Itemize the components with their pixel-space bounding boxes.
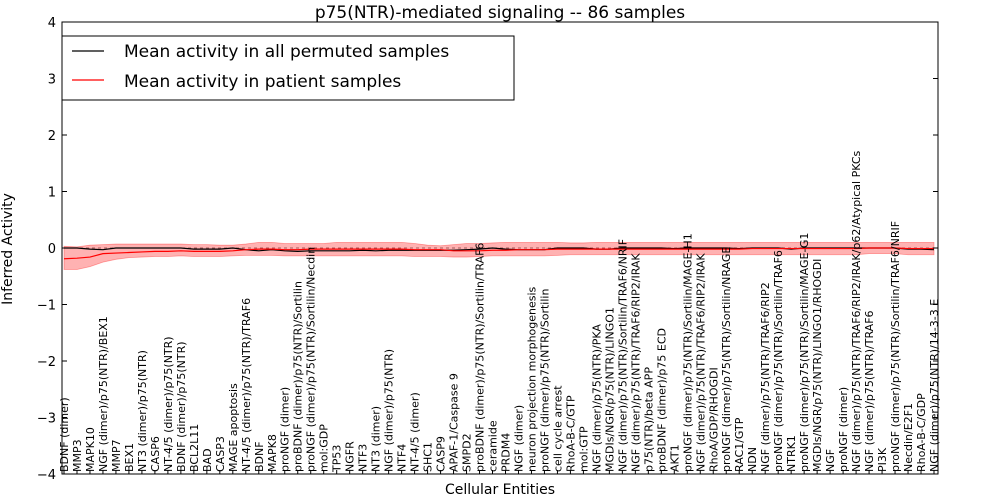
- y-tick-label: −3: [37, 412, 56, 427]
- x-tick-label: NGF (dimer)/p75(NTR)/TRAF6/RIP2/IRAK: [694, 253, 707, 472]
- x-tick-label: proNGF (dimer): [279, 387, 292, 472]
- x-tick-label: mol:GTP: [577, 426, 590, 472]
- x-tick-label: MMP7: [110, 439, 123, 472]
- x-tick-label: NGF (dimer)/p75(NTR)/BEX1: [97, 316, 110, 472]
- x-tick-label: NGF (dimer)/p75(NTR)/14-3-3 E: [928, 299, 941, 472]
- x-tick-label: proNGF (dimer)/p75(NTR)/Sortilin/MAGE-G1: [798, 233, 811, 472]
- x-tick-label: MGDIs/NGR/p75(NTR)/LINGO1/RHOGDI: [811, 259, 824, 472]
- legend-box: [61, 35, 515, 101]
- x-tick-label: MAPK8: [266, 434, 279, 472]
- x-tick-label: NGF (dimer)/p75(NTR): [383, 349, 396, 472]
- x-tick-label: proBDNF (dimer)/p75(NTR)/Sortilin/TRAF6: [474, 243, 487, 472]
- y-tick-label: −4: [37, 468, 56, 483]
- x-tick-label: MMP3: [71, 439, 84, 472]
- series-line-patient: [63, 247, 934, 260]
- x-tick-label: neuron projection morphogenesis: [525, 286, 538, 472]
- x-tick-label: cell cycle arrest: [551, 385, 564, 472]
- x-tick-label: proBDNF (dimer)/p75(NTR)/Sortilin: [292, 281, 305, 472]
- x-tick-label: MGDIs/NGR/p75(NTR)/LINGO1: [603, 307, 616, 472]
- x-tick-label: BCL2L11: [188, 424, 201, 472]
- x-tick-label: NGF (dimer)/p75(NTR)/PKA: [590, 324, 603, 472]
- x-tick-label: NT-4/5 (dimer)/p75(NTR): [162, 336, 175, 472]
- x-tick-label: AKT1: [668, 444, 681, 472]
- y-tick-label: 0: [48, 242, 56, 257]
- x-tick-label: NTF4: [396, 444, 409, 472]
- y-tick-label: 3: [48, 73, 56, 88]
- x-tick-label: BDNF (dimer)/p75(NTR): [175, 341, 188, 472]
- x-tick-label: NT-4/5 (dimer): [409, 392, 422, 472]
- x-tick-label: MAPK10: [84, 427, 97, 472]
- x-tick-label: RhoA-B-C/GTP: [564, 395, 577, 472]
- plot-area: [62, 241, 938, 270]
- x-tick-label: BAD: [201, 448, 214, 472]
- x-tick-label: NDN: [746, 447, 759, 472]
- x-tick-label: RAC1/GTP: [733, 417, 746, 472]
- legend-label-permuted: Mean activity in all permuted samples: [124, 42, 449, 62]
- x-tick-label: CASP3: [214, 436, 227, 472]
- x-tick-label: APAF-1/Caspase 9: [448, 373, 461, 472]
- x-tick-label: proNGF (dimer)/p75(NTR)/Sortilin/TRAF6: [772, 250, 785, 472]
- x-tick-label: NGF (dimer): [512, 405, 525, 472]
- x-tick-label: SHC1: [422, 442, 435, 472]
- legend: Mean activity in all permuted samples Me…: [61, 35, 515, 101]
- y-tick-label: 4: [48, 16, 56, 31]
- y-axis: −4 −3 −2 −1 0 1 2 3 4: [37, 16, 938, 483]
- x-tick-label: PRDM4: [499, 433, 512, 472]
- x-tick-label: proNGF (dimer)/p75(NTR)/Sortilin/MAGE-H1: [681, 233, 694, 472]
- x-axis: BDNF (dimer) MMP3 MAPK10 NGF (dimer)/p75(NT…: [58, 151, 941, 474]
- x-tick-label: NTRK1: [785, 435, 798, 472]
- x-tick-label: NGFR: [344, 441, 357, 472]
- x-tick-label: mol:GDP: [318, 424, 331, 472]
- x-tick-label: NGF (dimer)/p75(NTR)/TRAF6/RIP2: [759, 282, 772, 472]
- x-axis-label: Cellular Entities: [445, 482, 555, 498]
- y-tick-label: −2: [37, 355, 56, 370]
- x-tick-label: BDNF: [253, 441, 266, 472]
- y-tick-label: 2: [48, 129, 56, 144]
- x-tick-label: NGF (dimer)/p75(NTR)/TRAF6/RIP2/IRAK/p62…: [850, 151, 863, 472]
- x-tick-label: proNGF (dimer)/p75(NTR)/Sortilin: [538, 289, 551, 472]
- x-tick-label: proNGF (dimer)/p75(NTR)/Sortilin/TRAF6/N…: [889, 221, 902, 472]
- x-tick-label: NT-4/5 (dimer)/p75(NTR)/TRAF6: [240, 298, 253, 472]
- x-tick-label: p75(NTR)/beta APP: [642, 367, 655, 472]
- x-tick-label: NT3 (dimer)/p75(NTR): [136, 350, 149, 472]
- x-tick-label: RhoA-B-C/GDP: [915, 393, 928, 472]
- x-tick-label: proNGF (dimer)/p75(NTR)/Sortilin/Necdin: [305, 247, 318, 472]
- y-tick-label: 1: [48, 186, 56, 201]
- y-axis-label: Inferred Activity: [0, 193, 16, 305]
- x-tick-label: NGF (dimer)/p75(NTR)/TRAF6/RIP2/IRAK: [629, 253, 642, 472]
- x-tick-label: NTF3: [357, 444, 370, 472]
- x-tick-label: PI3K: [876, 447, 889, 472]
- x-tick-label: CASP6: [149, 436, 162, 472]
- x-tick-label: RhoA/GDP/RHOGDI: [707, 367, 720, 472]
- x-tick-label: SMPD2: [461, 433, 474, 472]
- legend-label-patient: Mean activity in patient samples: [124, 72, 401, 92]
- x-tick-label: TP53: [331, 445, 344, 473]
- x-tick-label: ceramide: [487, 420, 500, 472]
- x-tick-label: NGF: [824, 449, 837, 472]
- chart-title: p75(NTR)-mediated signaling -- 86 sample…: [315, 3, 685, 23]
- x-tick-label: NGF (dimer)/p75(NTR)/Sortilin/TRAF6/NRIF: [616, 239, 629, 472]
- y-tick-label: −1: [37, 299, 56, 314]
- x-tick-label: BDNF (dimer): [58, 397, 71, 472]
- x-tick-label: NT3 (dimer): [370, 406, 383, 472]
- x-tick-label: proBDNF (dimer)/p75 ECD: [655, 328, 668, 472]
- x-tick-label: Necdin/E2F1: [902, 403, 915, 472]
- x-tick-label: NGF (dimer)/p75(NTR)/TRAF6: [863, 310, 876, 472]
- x-tick-label: proNGF (dimer): [837, 387, 850, 472]
- x-tick-label: MAGE apoptosis: [227, 383, 240, 472]
- x-tick-label: BEX1: [123, 443, 136, 472]
- x-tick-label: CASP9: [435, 436, 448, 472]
- x-tick-label: proNGF (dimer)/p75(NTR)/Sortilin/NRAGE: [720, 247, 733, 472]
